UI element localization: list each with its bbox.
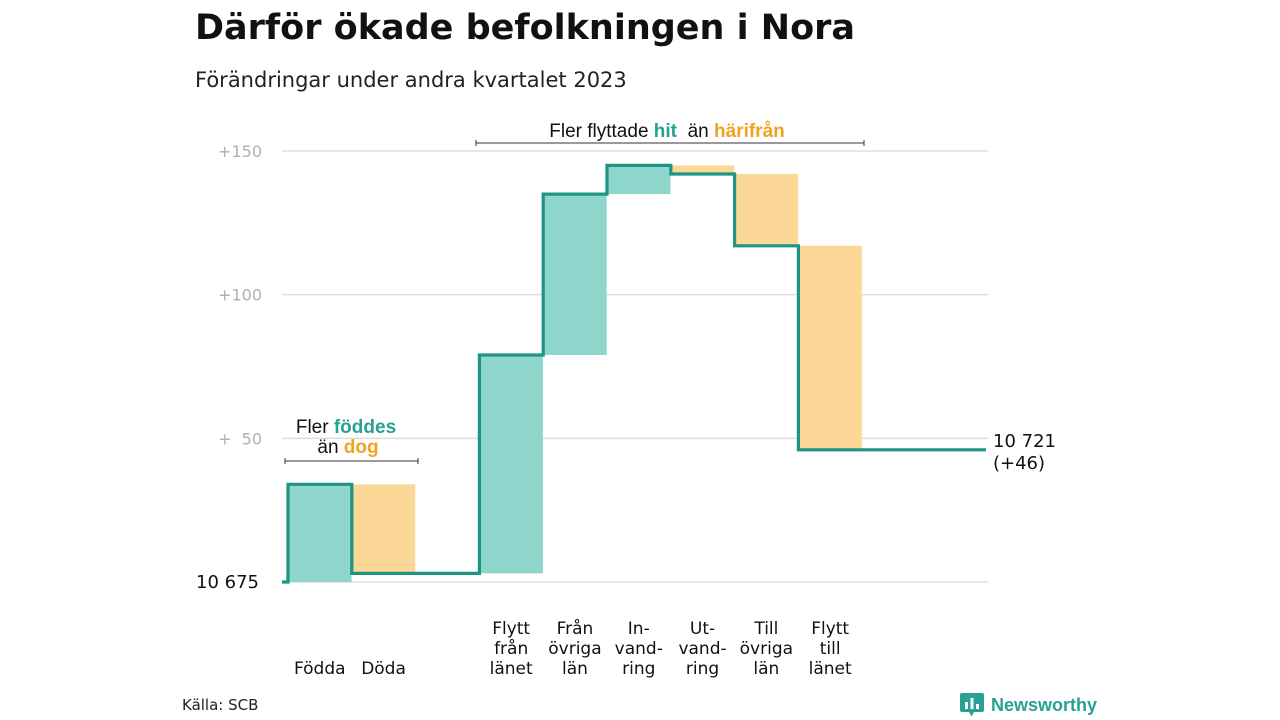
brand-name: Newsworthy [991, 694, 1098, 715]
category-label: Döda [361, 659, 406, 679]
base-value-label: 10 675 [196, 572, 259, 593]
end-change-label: (+46) [993, 453, 1045, 474]
decrease-bar [798, 245, 862, 450]
category-label: Flytt till länet [809, 619, 852, 679]
annotation-births-line2: än dog [317, 437, 378, 458]
increase-bar [607, 165, 671, 195]
category-label: Från övriga län [548, 618, 601, 679]
cumulative-step-line [282, 163, 986, 584]
category-label: In-vand-ring [615, 619, 663, 679]
y-tick-label: +100 [218, 286, 262, 305]
annotation-migration: Fler flyttade hit än härifrån [549, 121, 785, 142]
decrease-bar [734, 173, 799, 246]
end-value-label: 10 721 [993, 431, 1056, 452]
category-label: Födda [294, 659, 346, 679]
increase-bar [479, 355, 543, 574]
chart-title: Därför ökade befolkningen i Nora [195, 8, 856, 48]
decrease-bar [351, 484, 416, 574]
newsworthy-logo[interactable]: Newsworthy [960, 690, 1097, 720]
y-tick-label: +150 [218, 142, 262, 161]
category-label: Flytt från länet [490, 619, 533, 679]
increase-bar [543, 194, 607, 356]
decrease-bar [670, 165, 735, 174]
annotation-births: Fler föddes [296, 417, 396, 438]
y-tick-label: + 50 [218, 429, 262, 448]
category-label: Ut-vand-ring [678, 619, 726, 679]
chart-subtitle: Förändringar under andra kvartalet 2023 [195, 68, 627, 92]
bar-chart-icon [960, 693, 984, 717]
category-label: Till övriga län [740, 619, 793, 679]
source-note: Källa: SCB [182, 696, 259, 714]
increase-bar [288, 484, 352, 582]
